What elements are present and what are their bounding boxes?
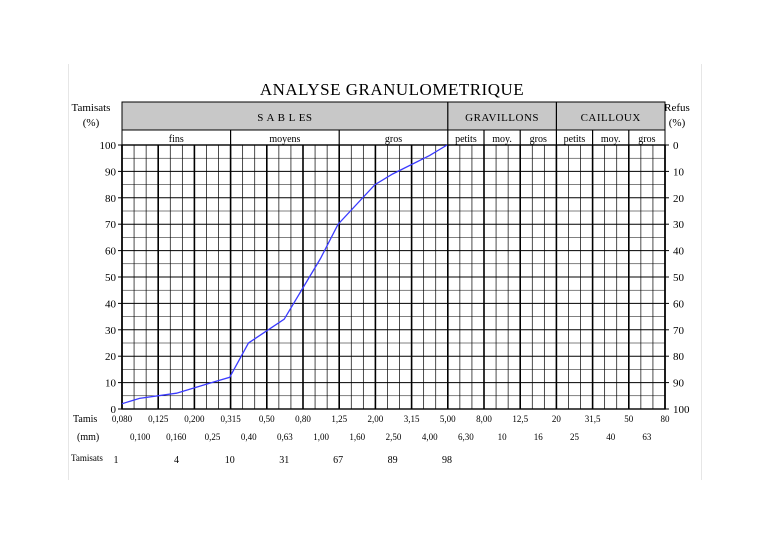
mm-tick-label: 0,25 (205, 432, 221, 442)
tamisats-value: 67 (333, 455, 343, 466)
mm-tick-label: 1,00 (313, 432, 329, 442)
tamis-tick-label: 0,50 (259, 414, 275, 424)
chart-grid (118, 144, 669, 410)
series-layer (121, 144, 448, 405)
tamis-tick-label: 0,125 (148, 414, 169, 424)
tamis-tick-label: 20 (552, 414, 562, 424)
row-label-mm: (mm) (77, 432, 99, 443)
subgroup-label: gros (385, 134, 402, 145)
y-tick-labels: 1009080706050403020100010203040506070809… (100, 140, 691, 416)
tamis-tick-label: 31,5 (585, 414, 601, 424)
header-bands: S A B L ES GRAVILLONS CAILLOUX fins moyens gr… (121, 101, 666, 146)
y-tick-label-left: 50 (105, 272, 117, 284)
mm-tick-label: 25 (570, 432, 580, 442)
tamis-tick-label: 1,25 (331, 414, 347, 424)
granulometry-chart: ANALYSE GRANULOMETRIQUE Tamisats (%) Ref… (71, 80, 691, 466)
y-tick-label-right: 40 (673, 246, 685, 258)
mm-tick-label: 1,60 (349, 432, 365, 442)
mm-tick-label: 10 (498, 432, 508, 442)
group-band (121, 101, 666, 131)
mm-tick-label: 0,100 (130, 432, 151, 442)
group-label: CAILLOUX (581, 112, 641, 124)
tamis-tick-label: 12,5 (512, 414, 528, 424)
mm-tick-label: 6,30 (458, 432, 474, 442)
y-tick-label-left: 40 (105, 298, 117, 310)
right-axis-unit: (%) (669, 117, 686, 129)
y-tick-label-left: 0 (111, 404, 117, 416)
left-axis-unit: (%) (83, 117, 100, 129)
mm-tick-label: 0,40 (241, 432, 257, 442)
y-tick-label-right: 80 (673, 351, 685, 363)
chart-frame: ANALYSE GRANULOMETRIQUE Tamisats (%) Ref… (68, 64, 702, 480)
y-tick-label-left: 30 (105, 325, 117, 337)
subgroup-label: moy. (601, 134, 621, 145)
y-tick-label-left: 20 (105, 351, 117, 363)
y-tick-label-right: 0 (673, 140, 679, 152)
y-tick-label-right: 60 (673, 298, 685, 310)
y-tick-label-right: 30 (673, 219, 685, 231)
tamis-tick-label: 80 (661, 414, 671, 424)
tamisats-value: 1 (114, 455, 119, 466)
subgroup-label: moy. (492, 134, 512, 145)
y-tick-label-right: 100 (673, 404, 690, 416)
tamisats-value: 10 (225, 455, 235, 466)
tamis-tick-label: 0,315 (220, 414, 241, 424)
chart-title: ANALYSE GRANULOMETRIQUE (260, 80, 524, 99)
mm-tick-label: 0,63 (277, 432, 293, 442)
left-axis-label: Tamisats (72, 102, 111, 114)
tamis-tick-label: 50 (624, 414, 634, 424)
y-tick-label-left: 10 (105, 378, 117, 390)
subgroup-label: petits (455, 134, 477, 145)
tamis-tick-label: 2,00 (368, 414, 384, 424)
y-tick-label-right: 10 (673, 166, 685, 178)
row-label-tamisats: Tamisats (71, 453, 103, 463)
subgroup-label: moyens (269, 134, 300, 145)
tamisats-value: 98 (442, 455, 452, 466)
tamisats-value: 31 (279, 455, 289, 466)
y-tick-label-left: 60 (105, 246, 117, 258)
y-tick-label-right: 70 (673, 325, 685, 337)
mm-tick-label: 40 (606, 432, 616, 442)
mm-tick-label: 4,00 (422, 432, 438, 442)
right-axis-label: Refus (664, 102, 690, 114)
group-label: GRAVILLONS (465, 112, 539, 124)
mm-tick-label: 16 (534, 432, 544, 442)
mm-tick-label: 2,50 (386, 432, 402, 442)
y-tick-label-left: 70 (105, 219, 117, 231)
tamisats-value: 4 (174, 455, 179, 466)
tamis-tick-label: 0,200 (184, 414, 205, 424)
y-tick-label-right: 20 (673, 193, 685, 205)
tamis-tick-label: 0,80 (295, 414, 311, 424)
subgroup-label: fins (169, 134, 184, 145)
mm-tick-label: 0,160 (166, 432, 187, 442)
mm-tick-label: 63 (642, 432, 652, 442)
y-tick-label-right: 50 (673, 272, 685, 284)
tamis-tick-label: 3,15 (404, 414, 420, 424)
y-tick-label-left: 80 (105, 193, 117, 205)
y-tick-label-left: 90 (105, 166, 117, 178)
series-line (121, 144, 448, 405)
subgroup-label: gros (530, 134, 547, 145)
group-label: S A B L ES (257, 112, 312, 124)
y-tick-label-left: 100 (100, 140, 117, 152)
row-label-tamis: Tamis (73, 414, 97, 425)
y-tick-label-right: 90 (673, 378, 685, 390)
subgroup-label: petits (564, 134, 586, 145)
tamisats-value: 89 (388, 455, 398, 466)
tamis-tick-label: 5,00 (440, 414, 456, 424)
subgroup-label: gros (638, 134, 655, 145)
plot-border (121, 144, 666, 410)
x-tick-labels: Tamis (mm) Tamisats 0,080 0,125 0,200 0,315 0,5… (71, 414, 670, 466)
tamis-tick-label: 0,080 (112, 414, 133, 424)
tamis-tick-label: 8,00 (476, 414, 492, 424)
